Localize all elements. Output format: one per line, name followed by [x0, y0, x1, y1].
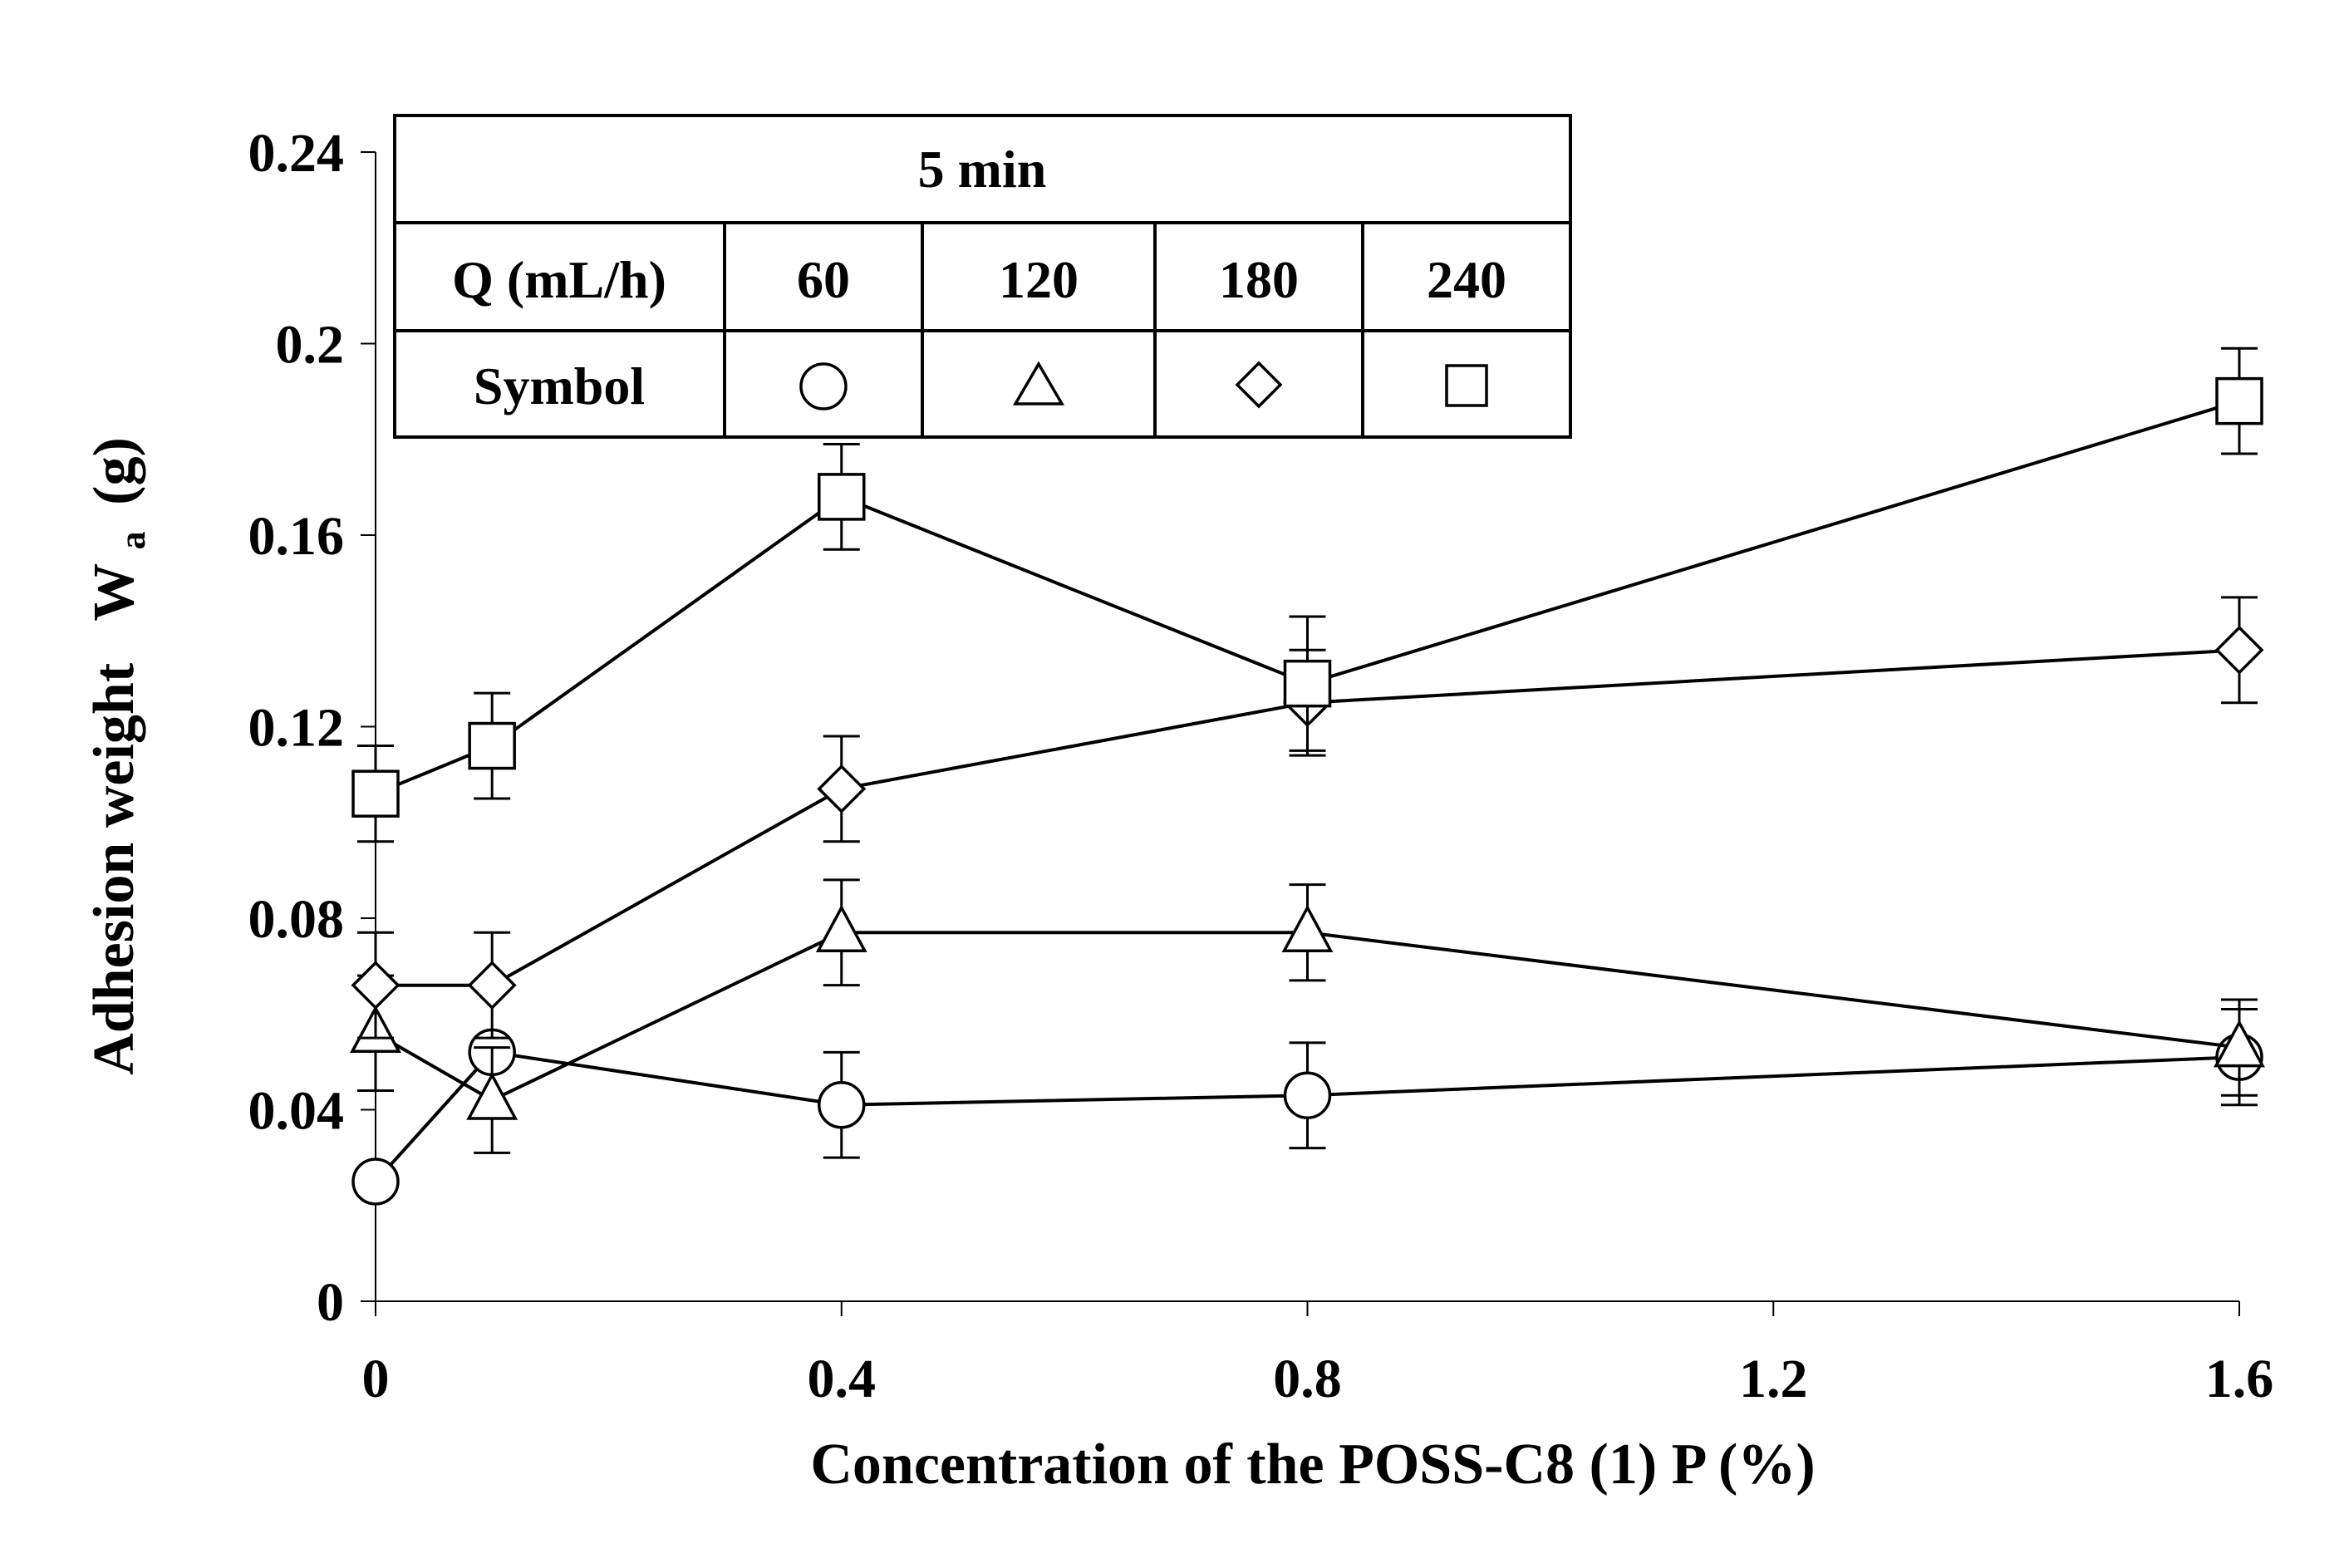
- y-tick-label: 0.2: [276, 315, 345, 376]
- legend-table: 5 min Q (mL/h) Symbol 60 120 180 240: [393, 114, 1572, 439]
- legend-q-240: 240: [1427, 250, 1506, 309]
- data-point-square: [2215, 376, 2263, 425]
- data-point-square: [1283, 659, 1332, 708]
- x-tick-label: 1.2: [1739, 1349, 1808, 1409]
- y-axis-title-unit: (g): [82, 437, 146, 505]
- data-point-circle: [1283, 1071, 1332, 1119]
- data-point-circle: [818, 1080, 866, 1129]
- legend-q-180: 180: [1219, 250, 1299, 309]
- data-point-triangle: [1281, 904, 1334, 953]
- data-point-triangle: [815, 904, 867, 953]
- legend-q-60: 60: [797, 250, 850, 309]
- legend-q-label: Q (mL/h): [452, 250, 666, 309]
- data-point-diamond: [2214, 625, 2264, 675]
- data-point-triangle: [2214, 1019, 2265, 1068]
- y-tick-label: 0.16: [248, 506, 345, 567]
- series-triangle-120: [350, 878, 2265, 1154]
- y-tick-label: 0: [317, 1272, 344, 1333]
- legend-triangle-icon: [1012, 361, 1065, 406]
- legend-square-icon: [1445, 364, 1488, 407]
- legend-border: [393, 114, 1572, 439]
- data-point-triangle: [466, 1072, 518, 1120]
- data-point-diamond: [467, 961, 517, 1010]
- y-ticks: 0 0.04 0.08 0.12 0.16 0.2 0.24: [248, 123, 376, 1333]
- legend-circle-icon: [799, 362, 848, 410]
- data-point-diamond: [817, 764, 867, 813]
- y-tick-label: 0.08: [248, 889, 345, 950]
- series-circle-60: [351, 1007, 2263, 1206]
- data-point-diamond: [351, 961, 400, 1010]
- y-axis-title-symbol: W: [82, 564, 146, 622]
- legend-symbol-label: Symbol: [474, 356, 645, 415]
- data-point-square: [818, 473, 866, 521]
- legend-diamond-icon: [1235, 361, 1283, 409]
- x-tick-label: 0: [362, 1349, 390, 1409]
- data-point-circle: [351, 1158, 400, 1206]
- series-square-240: [351, 347, 2263, 843]
- x-tick-label: 0.4: [808, 1349, 877, 1409]
- y-axis-title-main: Adhesion weight: [82, 663, 146, 1075]
- data-point-square: [468, 721, 516, 770]
- y-tick-label: 0.24: [248, 123, 345, 184]
- legend-title: 5 min: [918, 140, 1047, 199]
- y-axis-title: Adhesion weight W a (g): [82, 437, 158, 1075]
- x-axis-title: Concentration of the POSS-C8 (1) P (%): [810, 1433, 1815, 1497]
- x-ticks: 0 0.4 0.8 1.2 1.6: [362, 1301, 2274, 1409]
- legend-q-120: 120: [999, 250, 1079, 309]
- y-tick-label: 0.12: [248, 698, 345, 759]
- y-axis-title-subscript: a: [112, 531, 153, 549]
- data-point-square: [351, 769, 400, 818]
- series-diamond-180: [351, 596, 2264, 1040]
- y-tick-label: 0.04: [248, 1081, 345, 1142]
- x-tick-label: 1.6: [2205, 1349, 2274, 1409]
- x-tick-label: 0.8: [1273, 1349, 1342, 1409]
- plot-area: [350, 347, 2265, 1206]
